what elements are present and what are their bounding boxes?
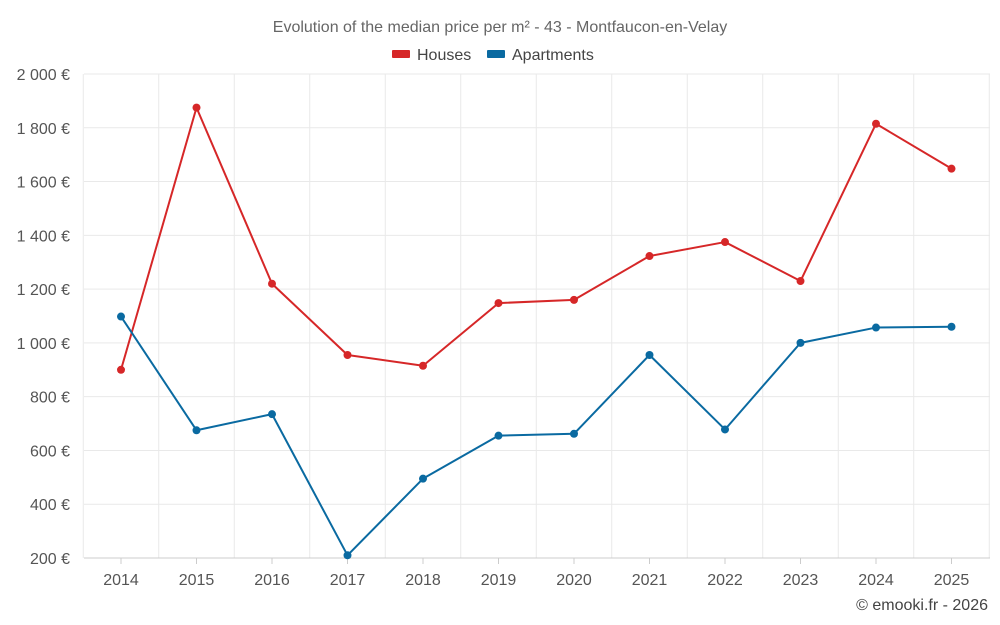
data-point-houses[interactable]	[570, 295, 578, 304]
y-tick-label: 1 800 €	[17, 121, 70, 138]
y-tick-label: 2 000 €	[17, 67, 70, 84]
data-point-apartments[interactable]	[268, 410, 276, 419]
data-point-houses[interactable]	[494, 299, 503, 308]
series-line-apartments	[120, 315, 952, 557]
y-tick-label: 400 €	[30, 497, 70, 514]
x-tick-label: 2022	[707, 572, 743, 589]
y-tick-label: 600 €	[30, 443, 70, 460]
data-point-houses[interactable]	[796, 277, 805, 286]
legend: Houses Apartments	[392, 47, 594, 64]
series-line-houses	[120, 106, 953, 371]
x-tick-label: 2017	[330, 572, 366, 589]
data-point-apartments[interactable]	[796, 338, 805, 347]
legend-swatch-apartments	[487, 50, 505, 58]
data-point-apartments[interactable]	[947, 322, 956, 331]
data-point-apartments[interactable]	[570, 429, 578, 438]
x-tick-label: 2015	[179, 572, 215, 589]
y-tick-label: 1 200 €	[17, 282, 70, 299]
x-tick-label: 2019	[481, 572, 517, 589]
grid	[82, 73, 990, 559]
data-point-apartments[interactable]	[721, 425, 729, 434]
data-point-houses[interactable]	[343, 350, 352, 359]
x-tick-label: 2021	[632, 572, 668, 589]
x-tick-label: 2014	[103, 572, 139, 589]
data-point-apartments[interactable]	[117, 312, 125, 321]
y-tick-label: 200 €	[30, 551, 70, 568]
y-tick-label: 1 600 €	[17, 175, 70, 192]
x-tick-label: 2020	[556, 572, 592, 589]
y-axis-ticks: 200 € 400 € 600 € 800 € 1 000 € 1 200 € 1 400 …	[17, 67, 70, 568]
data-point-houses[interactable]	[645, 252, 654, 261]
x-tick-label: 2018	[405, 572, 441, 589]
data-point-apartments[interactable]	[419, 474, 427, 483]
data-point-houses[interactable]	[872, 119, 880, 128]
legend-item-apartments[interactable]: Apartments	[487, 47, 594, 64]
legend-swatch-houses	[392, 50, 410, 58]
credit-text: © emooki.fr - 2026	[856, 597, 988, 614]
data-point-apartments[interactable]	[645, 350, 654, 359]
x-axis-ticks: 2014 2015 2016 2017 2018 2019 2020 2021 2022 2023…	[103, 558, 969, 589]
data-point-apartments[interactable]	[343, 551, 352, 560]
series-group	[117, 103, 956, 560]
x-tick-label: 2024	[858, 572, 894, 589]
data-point-houses[interactable]	[721, 238, 729, 247]
data-point-houses[interactable]	[192, 103, 201, 112]
y-tick-label: 800 €	[30, 390, 70, 407]
data-point-apartments[interactable]	[872, 323, 880, 332]
data-point-houses[interactable]	[947, 164, 956, 173]
legend-label-apartments: Apartments	[512, 47, 594, 64]
data-point-apartments[interactable]	[494, 431, 503, 440]
x-tick-label: 2025	[934, 572, 970, 589]
chart-title: Evolution of the median price per m² - 4…	[273, 19, 727, 36]
data-point-apartments[interactable]	[192, 426, 201, 435]
legend-label-houses: Houses	[417, 47, 471, 64]
x-tick-label: 2023	[783, 572, 819, 589]
y-tick-label: 1 400 €	[17, 228, 70, 245]
legend-item-houses[interactable]: Houses	[392, 47, 471, 64]
data-point-houses[interactable]	[268, 279, 276, 288]
x-tick-label: 2016	[254, 572, 290, 589]
data-point-houses[interactable]	[117, 365, 125, 374]
y-tick-label: 1 000 €	[17, 336, 70, 353]
data-point-houses[interactable]	[419, 361, 427, 370]
